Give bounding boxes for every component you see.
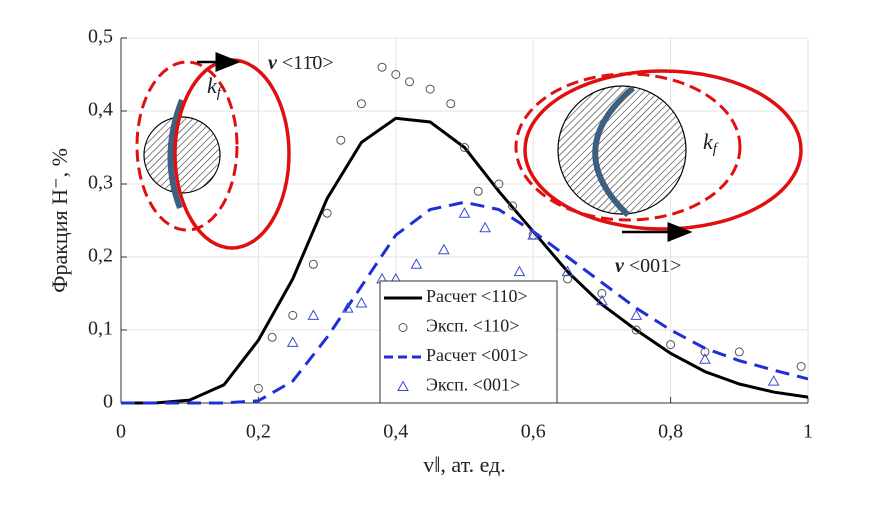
- data-point: [563, 274, 573, 284]
- data-point: [356, 99, 366, 109]
- data-point: [405, 77, 415, 87]
- data-point: [446, 99, 456, 109]
- annotation-text: <11̄0>: [282, 52, 334, 74]
- data-point: [288, 310, 298, 320]
- legend-label: Расчет <001>: [426, 345, 528, 365]
- x-tick-label: 0,4: [383, 421, 408, 443]
- arc: [592, 85, 635, 218]
- series-line: [121, 200, 809, 405]
- y-tick-label: 0,5: [88, 26, 113, 48]
- fermi-sphere: [557, 85, 687, 215]
- annotation: kf: [207, 73, 223, 101]
- data-point: [286, 336, 299, 347]
- plot-area: 0 0,2 0,4 0,6 0,8 1 0 0,1 0,2 0,3 0,4 0,5 v‖, ат. ед…: [47, 26, 813, 477]
- annotation-text: <001>: [629, 255, 682, 277]
- data-point: [336, 135, 346, 145]
- overlay: Расчет <110> Эксп. <110> Расчет <001> Эксп.…: [207, 52, 719, 404]
- series-line: [121, 116, 809, 405]
- annotation: v <001>: [615, 255, 681, 277]
- legend-label: Эксп. <001>: [426, 375, 520, 395]
- annotation-subscript: f: [713, 141, 719, 157]
- legend-label: Расчет <110>: [426, 286, 528, 306]
- x-axis-label: v‖, ат. ед.: [423, 452, 506, 477]
- data-point: [508, 201, 518, 211]
- data-point: [355, 296, 368, 308]
- legend: Расчет <110> Эксп. <110> Расчет <001> Эксп.…: [379, 280, 558, 404]
- solid-ellipse: [523, 69, 803, 231]
- y-tick-label: 0,3: [88, 172, 113, 194]
- data-point: [267, 332, 277, 342]
- x-tick-label: 0: [116, 421, 126, 443]
- y-tick-label: 0,4: [88, 99, 113, 121]
- data-point: [527, 229, 540, 240]
- arc: [167, 98, 185, 210]
- data-point: [425, 84, 435, 94]
- annotation-subscript: f: [217, 85, 223, 101]
- data-point: [458, 207, 471, 218]
- data-point: [630, 309, 643, 320]
- legend-swatch: [397, 380, 409, 391]
- data-point: [699, 353, 711, 364]
- annotation: v <11̄0>: [268, 52, 334, 74]
- data-point: [377, 62, 387, 72]
- annotation-symbol: v: [268, 52, 278, 74]
- dashed-ellipse: [135, 60, 239, 232]
- data-point: [308, 259, 318, 269]
- data-point: [631, 325, 641, 335]
- data-point: [796, 362, 806, 371]
- data-point: [307, 309, 320, 320]
- x-tick-label: 0,8: [658, 421, 683, 443]
- data-point: [410, 258, 423, 269]
- y-tick-label: 0,1: [88, 318, 113, 340]
- data-point: [479, 221, 491, 233]
- fermi-sphere: [143, 116, 221, 194]
- data-point: [253, 383, 263, 393]
- fermi-diagram-right: [514, 69, 803, 242]
- data-point: [597, 289, 607, 298]
- y-tick-label: 0,2: [88, 245, 113, 267]
- data-point: [391, 70, 401, 79]
- x-tick-label: 0,6: [521, 421, 546, 443]
- legend-label: Эксп. <110>: [426, 316, 519, 336]
- data-point: [767, 375, 780, 386]
- data-point: [561, 265, 574, 277]
- annotation-symbol: k: [703, 129, 714, 154]
- fermi-diagram-left: [135, 52, 291, 250]
- data-point: [341, 302, 354, 313]
- annotation-symbol: v: [615, 255, 625, 277]
- data-point: [666, 340, 676, 350]
- data-point: [322, 208, 332, 218]
- annotation: kf: [703, 129, 719, 157]
- data-point: [438, 243, 450, 255]
- x-tick-label: 0,2: [246, 421, 271, 443]
- data-point: [473, 186, 483, 196]
- data-point: [596, 294, 608, 306]
- data-point: [460, 143, 469, 152]
- legend-box: [379, 280, 558, 404]
- y-axis-label: Фракция H⁻, %: [47, 148, 72, 293]
- data-point: [734, 347, 744, 357]
- x-tick-label: 1: [803, 421, 813, 443]
- legend-swatch: [398, 323, 408, 332]
- annotation-symbol: k: [207, 73, 218, 98]
- y-tick-label: 0: [103, 391, 113, 413]
- data-point: [513, 265, 526, 277]
- data-point: [494, 179, 504, 189]
